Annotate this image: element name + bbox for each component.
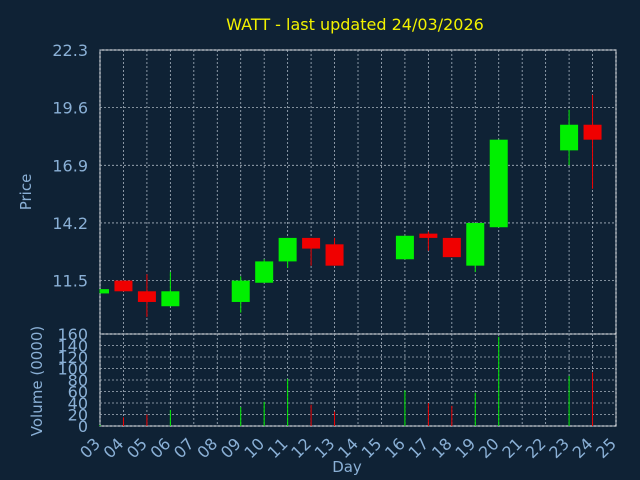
candle-body xyxy=(161,291,180,307)
candle-body xyxy=(395,235,414,260)
price-y-ticks: 22.3 19.6 16.9 14.2 11.5 xyxy=(52,41,88,291)
price-y-tick-label: 19.6 xyxy=(52,99,88,118)
candle-body xyxy=(137,291,156,302)
candle-body xyxy=(325,244,344,266)
candle-body xyxy=(560,124,579,151)
price-y-tick-label: 16.9 xyxy=(52,156,88,175)
volume-y-tick-label: 140 xyxy=(57,337,88,356)
candles-layer xyxy=(99,94,602,317)
volume-y-tick-label: 0 xyxy=(78,417,88,436)
candle-body xyxy=(302,237,321,249)
candle-body xyxy=(255,261,274,283)
price-axis-title: Price xyxy=(17,174,35,211)
candle-body xyxy=(278,237,297,262)
candle-body xyxy=(583,124,602,140)
price-y-tick-label: 11.5 xyxy=(52,272,88,291)
price-y-tick-label: 22.3 xyxy=(52,41,88,60)
volume-y-tick-label: 80 xyxy=(68,371,88,390)
candle-body xyxy=(489,139,508,228)
candle-body xyxy=(231,280,250,302)
volume-y-tick-label: 100 xyxy=(57,360,88,379)
volume-y-tick-label: 20 xyxy=(68,406,88,425)
volume-y-tick-label: 60 xyxy=(68,383,88,402)
volume-y-tick-label: 40 xyxy=(68,394,88,413)
volume-axis-title: Volume (0000) xyxy=(28,326,46,436)
x-tick-label: 25 xyxy=(592,434,620,462)
volume-y-tick-label: 120 xyxy=(57,348,88,367)
volume-y-tick-label: 160 xyxy=(57,325,88,344)
chart-title: WATT - last updated 24/03/2026 xyxy=(226,15,484,34)
x-axis-title: Day xyxy=(332,458,362,476)
candle-body xyxy=(100,289,109,294)
candle-body xyxy=(442,237,461,258)
candle-body xyxy=(466,222,485,266)
candle-body xyxy=(114,280,133,292)
candle-body xyxy=(419,233,438,238)
price-y-tick-label: 14.2 xyxy=(52,214,88,233)
grid-layer xyxy=(99,49,617,427)
volume-bars-layer xyxy=(99,336,594,426)
